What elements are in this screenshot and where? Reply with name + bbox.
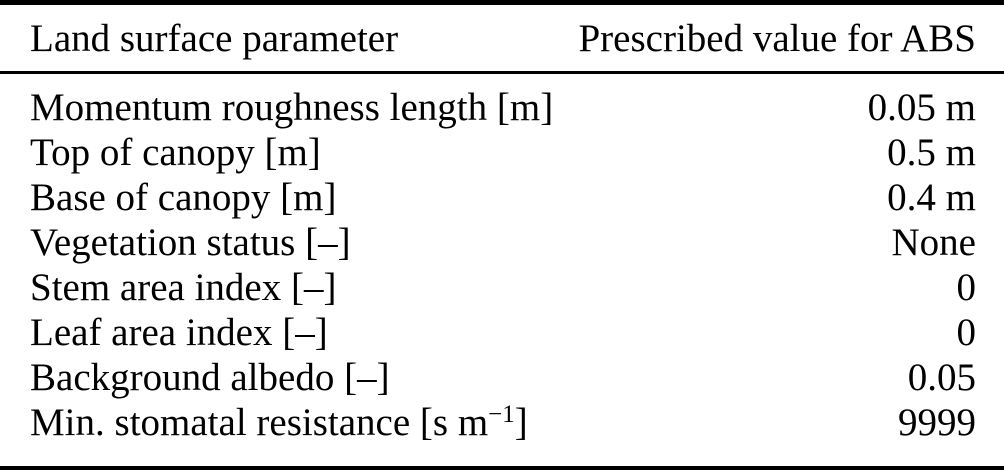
row-value: 0 — [956, 311, 977, 354]
row-value: 0.05 — [907, 356, 976, 399]
row-label: Base of canopy [m] — [30, 176, 337, 219]
row-label: Momentum roughness length [m] — [30, 86, 554, 129]
table-row: Base of canopy [m] 0.4 m — [30, 175, 976, 220]
table-row: Background albedo [–] 0.05 — [30, 355, 976, 400]
row-label: Leaf area index [–] — [30, 311, 328, 354]
row-label: Min. stomatal resistance [s m−1] — [30, 401, 528, 444]
row-label: Vegetation status [–] — [30, 221, 351, 264]
header-parameter-column: Land surface parameter — [30, 16, 399, 60]
table-row: Momentum roughness length [m] 0.05 m — [30, 85, 976, 130]
row-value: 0.5 m — [887, 131, 976, 174]
row-value: 9999 — [898, 401, 976, 444]
row-label: Background albedo [–] — [30, 356, 390, 399]
table-row: Vegetation status [–] None — [30, 220, 976, 265]
table-header-row: Land surface parameter Prescribed value … — [0, 5, 1004, 71]
table-bottom-rule — [0, 466, 1004, 470]
row-value: 0 — [956, 266, 977, 309]
table-row: Top of canopy [m] 0.5 m — [30, 130, 976, 175]
superscript: −1 — [488, 401, 515, 428]
table-row: Stem area index [–] 0 — [30, 265, 976, 310]
row-label: Stem area index [–] — [30, 266, 337, 309]
row-label: Top of canopy [m] — [30, 131, 321, 174]
row-value: 0.05 m — [867, 86, 976, 129]
table-header-separator-rule — [0, 71, 1004, 74]
header-value-column: Prescribed value for ABS — [578, 16, 976, 60]
row-value: None — [891, 221, 976, 264]
table-top-rule — [0, 0, 1004, 5]
table-row: Leaf area index [–] 0 — [30, 310, 976, 355]
row-value: 0.4 m — [887, 176, 976, 219]
table-row: Min. stomatal resistance [s m−1] 9999 — [30, 400, 976, 445]
table-body: Momentum roughness length [m] 0.05 m Top… — [0, 74, 1004, 466]
